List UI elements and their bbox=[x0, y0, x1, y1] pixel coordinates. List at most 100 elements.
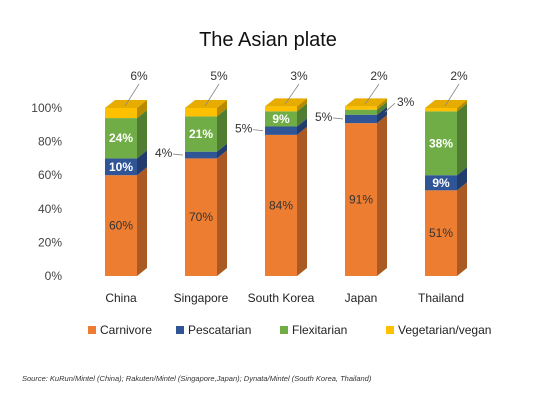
y-tick-label: 80% bbox=[38, 135, 62, 149]
data-label: 5% bbox=[315, 110, 333, 124]
bar-segment-side bbox=[217, 108, 227, 152]
bar-stack-thailand: 51% 9% 38% 2% bbox=[425, 69, 468, 276]
legend-swatch bbox=[386, 326, 394, 334]
legend-swatch bbox=[88, 326, 96, 334]
data-label: 21% bbox=[189, 127, 213, 141]
x-tick-label: South Korea bbox=[248, 291, 315, 305]
bar-segment-side bbox=[297, 98, 307, 112]
bar-segment-side bbox=[137, 150, 147, 176]
callout-line bbox=[332, 117, 344, 120]
legend-swatch bbox=[176, 326, 184, 334]
chart-title: The Asian plate bbox=[199, 29, 337, 51]
bar-segment-side bbox=[377, 115, 387, 277]
legend-label: Pescatarian bbox=[188, 323, 251, 337]
bar-segment bbox=[345, 106, 377, 110]
bar-segment-side bbox=[457, 167, 467, 191]
data-label: 84% bbox=[269, 198, 293, 212]
bar-segment-side bbox=[297, 118, 307, 135]
bar-segment bbox=[345, 114, 377, 124]
bar-segment bbox=[105, 118, 137, 159]
bar-segment bbox=[425, 111, 457, 176]
data-label: 9% bbox=[272, 112, 290, 126]
bar-segment bbox=[425, 108, 457, 112]
bar-segment bbox=[425, 175, 457, 191]
data-label: 24% bbox=[109, 131, 133, 145]
x-tick-label: Thailand bbox=[418, 291, 464, 305]
data-label: 10% bbox=[109, 160, 133, 174]
data-label: 4% bbox=[155, 146, 173, 160]
legend-label: Carnivore bbox=[100, 323, 152, 337]
legend: Carnivore Pescatarian Flexitarian Vegetaria… bbox=[88, 323, 491, 337]
x-axis: China Singapore South Korea Japan Thailand bbox=[105, 291, 464, 305]
data-label: 9% bbox=[432, 176, 450, 190]
y-tick-label: 40% bbox=[38, 202, 62, 216]
bar-segment-side bbox=[457, 182, 467, 276]
x-tick-label: Singapore bbox=[174, 291, 229, 305]
data-label: 2% bbox=[370, 69, 388, 83]
bar-stack-japan: 91% 5% 3% 2% bbox=[315, 69, 415, 277]
bar-segment bbox=[185, 158, 217, 276]
source-note: Source: KuRun/Mintel (China); Rakuten/Mi… bbox=[22, 374, 372, 383]
y-tick-label: 60% bbox=[38, 168, 62, 182]
data-label: 3% bbox=[397, 95, 415, 109]
data-label: 60% bbox=[109, 219, 133, 233]
y-axis: 0% 20% 40% 60% 80% 100% bbox=[31, 101, 62, 283]
bar-segment bbox=[345, 123, 377, 277]
bar-group: 60%10%24%6%70%4%21%5%84%5%9%3%91%5%3%2%5… bbox=[105, 69, 468, 277]
bar-segment-side bbox=[457, 100, 467, 112]
callout-line bbox=[204, 83, 220, 107]
bar-segment-side bbox=[377, 101, 387, 115]
bar-segment bbox=[105, 158, 137, 176]
legend-label: Vegetarian/vegan bbox=[398, 323, 491, 337]
bar-segment bbox=[185, 108, 217, 117]
bar-segment-side bbox=[137, 100, 147, 119]
data-label: 3% bbox=[290, 69, 308, 83]
bar-segment bbox=[345, 109, 377, 115]
callout-line bbox=[384, 102, 396, 113]
bar-segment bbox=[425, 190, 457, 276]
bar-segment-side bbox=[137, 167, 147, 276]
callout-line bbox=[172, 153, 184, 156]
bar-segment-side bbox=[217, 100, 227, 117]
bar-segment-side bbox=[377, 98, 387, 110]
x-tick-label: Japan bbox=[345, 291, 378, 305]
legend-swatch bbox=[280, 326, 288, 334]
bar-segment bbox=[185, 116, 217, 152]
bar-segment-side bbox=[297, 126, 307, 276]
callout-line bbox=[444, 83, 460, 107]
data-label: 6% bbox=[130, 69, 148, 83]
bar-segment-side bbox=[137, 110, 147, 159]
data-label: 5% bbox=[235, 122, 253, 136]
bar-segment-side bbox=[217, 150, 227, 276]
data-label: 91% bbox=[349, 193, 373, 207]
bar-segment bbox=[265, 134, 297, 276]
data-label: 5% bbox=[210, 69, 228, 83]
data-label: 70% bbox=[189, 210, 213, 224]
bar-segment-side bbox=[217, 143, 227, 159]
callout-line bbox=[252, 129, 264, 132]
bar-segment-side bbox=[457, 103, 467, 176]
callout-line bbox=[124, 83, 140, 107]
y-tick-label: 20% bbox=[38, 235, 62, 249]
bar-segment bbox=[105, 108, 137, 119]
x-tick-label: China bbox=[105, 291, 137, 305]
y-tick-label: 0% bbox=[45, 269, 63, 283]
legend-label: Flexitarian bbox=[292, 323, 347, 337]
bar-segment-side bbox=[297, 103, 307, 127]
bar-segment-side bbox=[377, 106, 387, 124]
bar-segment bbox=[105, 175, 137, 276]
data-label: 51% bbox=[429, 226, 453, 240]
bar-segment bbox=[265, 126, 297, 135]
y-tick-label: 100% bbox=[31, 101, 62, 115]
bar-segment bbox=[265, 111, 297, 127]
bar-stack-south-korea: 84% 5% 9% 3% bbox=[235, 69, 308, 276]
bar-segment bbox=[185, 151, 217, 159]
data-label: 38% bbox=[429, 136, 453, 150]
callout-line bbox=[364, 83, 380, 105]
bar-stack-china: 60% 10% 24% 6% bbox=[105, 69, 148, 276]
bar-segment bbox=[265, 106, 297, 112]
data-label: 2% bbox=[450, 69, 468, 83]
callout-line bbox=[284, 83, 300, 105]
bar-stack-singapore: 70% 4% 21% 5% bbox=[155, 69, 228, 276]
